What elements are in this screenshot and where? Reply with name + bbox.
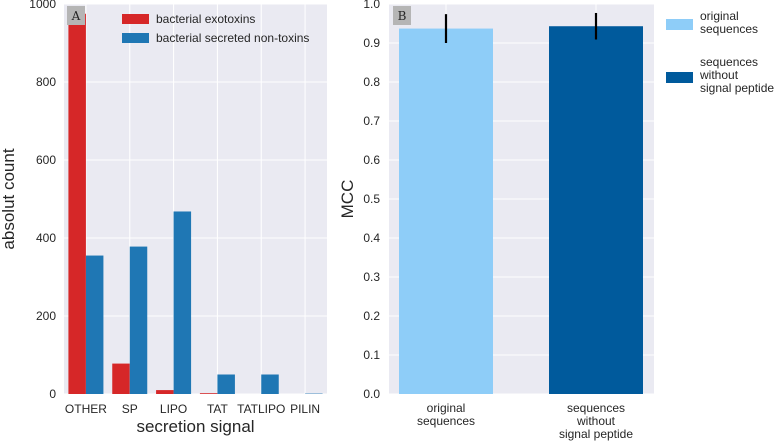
y-tick-label: 0.0 xyxy=(363,387,380,401)
y-tick-label: 0.5 xyxy=(363,192,380,206)
legend-swatch xyxy=(122,33,149,43)
panel-a-bars xyxy=(68,13,323,394)
bar-other-exotoxins xyxy=(68,13,86,394)
legend-label: sequences without signal peptide xyxy=(699,55,774,95)
legend-label: bacterial secreted non-toxins xyxy=(156,31,309,45)
y-tick-label: 0.8 xyxy=(363,75,380,89)
panel-a-letter: A xyxy=(71,9,81,23)
y-tick-label: 0 xyxy=(49,387,56,401)
x-tick-label: SP xyxy=(122,402,138,416)
panel-a-letter-badge: A xyxy=(67,6,85,25)
panel-b-bars xyxy=(399,26,643,394)
panel-a-y-axis-label: absolut count xyxy=(0,148,18,249)
bar-lipo-non-toxins xyxy=(173,211,192,394)
panel-a-y-ticks: 0 200 400 600 800 1000 xyxy=(29,0,56,401)
panel-b-y-ticks: 0.0 0.1 0.2 0.3 0.4 0.5 0.6 0.7 0.8 0.9 1.0 xyxy=(363,0,380,401)
bar-tat-exotoxins xyxy=(199,393,218,394)
y-tick-label: 1000 xyxy=(29,0,56,11)
x-tick-label: TAT xyxy=(207,402,229,416)
y-tick-label: 0.1 xyxy=(363,348,380,362)
panel-b-chart: 0.0 0.1 0.2 0.3 0.4 0.5 0.6 0.7 0.8 0.9 1.0 origin… xyxy=(338,0,774,441)
panel-b-error-bars xyxy=(444,12,598,43)
bar-original-sequences xyxy=(399,28,493,394)
y-tick-label: 0.3 xyxy=(363,270,380,284)
y-tick-label: 400 xyxy=(36,231,56,245)
panel-a-x-ticks: OTHER SP LIPO TAT TATLIPO PILIN xyxy=(65,402,320,416)
bar-sequences-without-signal-peptide xyxy=(549,26,643,394)
panel-b-y-axis-label: MCC xyxy=(338,180,357,219)
panel-a-x-axis-label: secretion signal xyxy=(136,417,254,436)
bar-other-non-toxins xyxy=(85,255,104,394)
y-tick-label: 0.2 xyxy=(363,309,380,323)
panel-a-plot-area xyxy=(64,4,327,394)
x-tick-label: original sequences xyxy=(417,401,475,428)
panel-b-legend: original sequences sequences without signal … xyxy=(666,9,774,95)
bar-tat-non-toxins xyxy=(217,374,235,394)
bar-sp-non-toxins xyxy=(129,246,148,394)
y-tick-label: 800 xyxy=(36,75,56,89)
x-tick-label: OTHER xyxy=(65,402,107,416)
x-tick-label: PILIN xyxy=(290,402,320,416)
bar-tatlipo-non-toxins xyxy=(261,374,279,394)
legend-swatch xyxy=(122,14,149,24)
bar-sp-exotoxins xyxy=(112,363,130,394)
y-tick-label: 0.7 xyxy=(363,114,380,128)
x-tick-label: TATLIPO xyxy=(237,402,285,416)
legend-label: bacterial exotoxins xyxy=(156,12,255,26)
x-tick-label: LIPO xyxy=(160,402,187,416)
y-tick-label: 1.0 xyxy=(363,0,380,11)
legend-swatch xyxy=(666,19,693,30)
panel-b-letter-badge: B xyxy=(393,6,411,25)
y-tick-label: 0.6 xyxy=(363,153,380,167)
panel-b-x-ticks: original sequences sequences without signal … xyxy=(417,401,633,441)
panel-a-legend: bacterial exotoxins bacterial secreted no… xyxy=(122,12,309,45)
legend-label: original sequences xyxy=(700,9,758,36)
bar-lipo-exotoxins xyxy=(156,390,174,394)
x-tick-label: sequences without signal peptide xyxy=(559,401,633,441)
panel-a-chart: 0 200 400 600 800 1000 OTHER SP LIPO TAT TATLIPO P… xyxy=(0,0,327,436)
y-tick-label: 0.4 xyxy=(363,231,380,245)
panel-b-letter: B xyxy=(398,9,407,23)
y-tick-label: 200 xyxy=(36,309,56,323)
y-tick-label: 0.9 xyxy=(363,36,380,50)
y-tick-label: 600 xyxy=(36,153,56,167)
legend-swatch xyxy=(666,72,693,83)
